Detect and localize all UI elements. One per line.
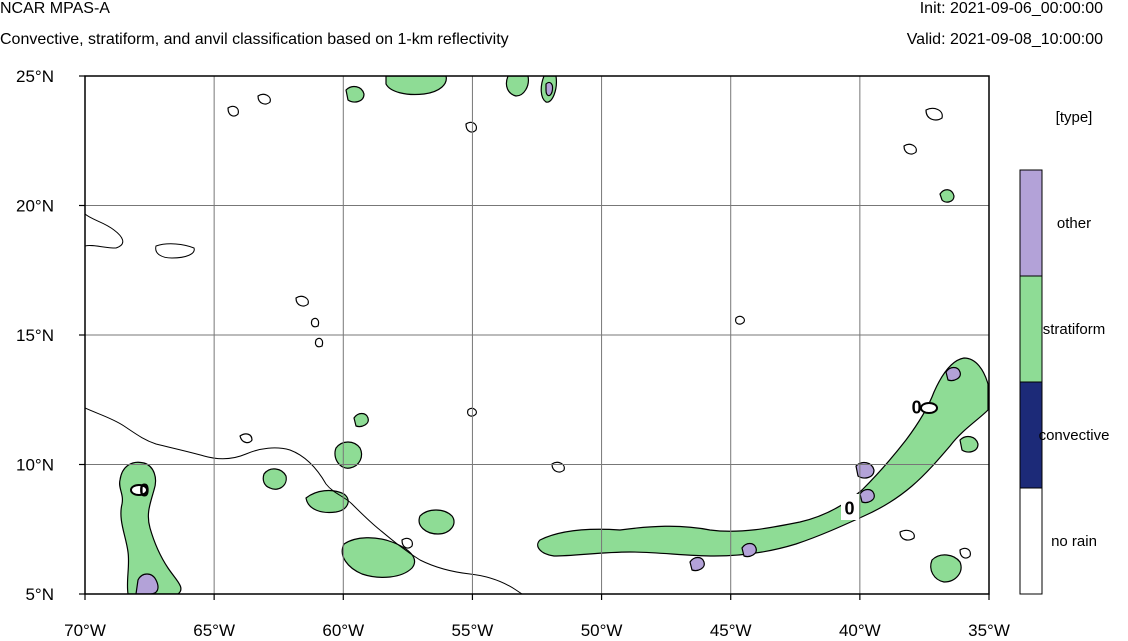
coastline-hispaniola — [85, 213, 124, 249]
lat-tick-label: 15°N — [16, 326, 54, 345]
coastline — [85, 213, 523, 594]
contour-label: 0 — [912, 398, 922, 418]
precip-core-east — [920, 402, 938, 414]
precip-other-patch-sw — [135, 573, 159, 594]
precip-core-sw — [130, 484, 148, 496]
init-time: Init: 2021-09-06_00:00:00 — [919, 0, 1103, 17]
lat-tick-labels: 25°N 20°N 15°N 10°N 5°N — [16, 67, 54, 604]
legend-labels: other stratiform convective no rain — [1039, 215, 1110, 550]
precip-cell-w5 — [418, 509, 455, 535]
precip-cell-n5 — [939, 189, 955, 203]
legend-swatch — [1019, 169, 1043, 277]
legend-swatch — [1019, 275, 1043, 383]
lon-tick-label: 65°W — [193, 621, 235, 640]
coastline-puerto-rico — [155, 243, 195, 259]
lat-tick-label: 5°N — [25, 585, 54, 604]
contour-label: 0 — [139, 480, 149, 500]
legend-label: stratiform — [1043, 321, 1106, 338]
contour-labels: 0 0 0 — [139, 398, 921, 519]
precip-other-patch-itcz4 — [859, 488, 875, 504]
legend: [type] other stratiform convective no rain — [1019, 109, 1110, 595]
precip-cell-n2 — [505, 76, 529, 97]
precip-cell-n4 — [345, 85, 365, 103]
lon-tick-label: 60°W — [322, 621, 364, 640]
legend-label: no rain — [1051, 533, 1097, 550]
precip-other-patch-itcz5 — [945, 366, 961, 382]
valid-time: Valid: 2021-09-08_10:00:00 — [906, 31, 1103, 48]
legend-label: convective — [1039, 427, 1110, 444]
precipitation-field — [118, 76, 989, 594]
lon-tick-labels: 70°W 65°W 60°W 55°W 50°W 45°W 40°W 35°W — [64, 621, 1010, 640]
lat-tick-label: 10°N — [16, 456, 54, 475]
precip-cell-se1 — [930, 554, 962, 583]
plot-subtitle: Convective, stratiform, and anvil classi… — [0, 31, 509, 48]
precip-small-cells — [227, 93, 971, 559]
lon-tick-label: 70°W — [64, 621, 106, 640]
precip-other-patch-itcz2 — [741, 542, 757, 558]
lon-tick-label: 50°W — [581, 621, 623, 640]
precip-cell-n1 — [385, 76, 447, 96]
contour-label-bg-east — [841, 494, 859, 520]
legend-title: [type] — [1056, 109, 1093, 126]
precip-other-patch-itcz3 — [855, 461, 875, 479]
legend-label: other — [1057, 215, 1091, 232]
precip-cell-w1 — [262, 468, 287, 490]
axis-ticks — [79, 75, 990, 600]
lat-tick-label: 25°N — [16, 67, 54, 86]
precip-other-patch-n — [545, 81, 554, 97]
model-title: NCAR MPAS-A — [0, 0, 110, 17]
lon-tick-label: 40°W — [839, 621, 881, 640]
lat-tick-label: 20°N — [16, 197, 54, 216]
lon-tick-label: 35°W — [968, 621, 1010, 640]
precip-other-patch-itcz1 — [689, 556, 705, 572]
legend-color-bar — [1019, 169, 1043, 595]
map-area: 0 0 0 — [84, 75, 990, 595]
precip-cell-w2 — [305, 489, 349, 514]
lon-tick-label: 45°W — [710, 621, 752, 640]
legend-swatch — [1019, 487, 1043, 595]
precip-cell-w4 — [341, 537, 416, 578]
precip-cell-se2 — [959, 435, 979, 453]
precip-band-itcz — [537, 357, 989, 557]
lon-tick-label: 55°W — [452, 621, 494, 640]
contour-label: 0 — [845, 499, 855, 519]
precip-cell-w6 — [353, 412, 369, 428]
precip-cell-w3 — [334, 441, 363, 469]
coastline-south-america — [85, 407, 523, 594]
